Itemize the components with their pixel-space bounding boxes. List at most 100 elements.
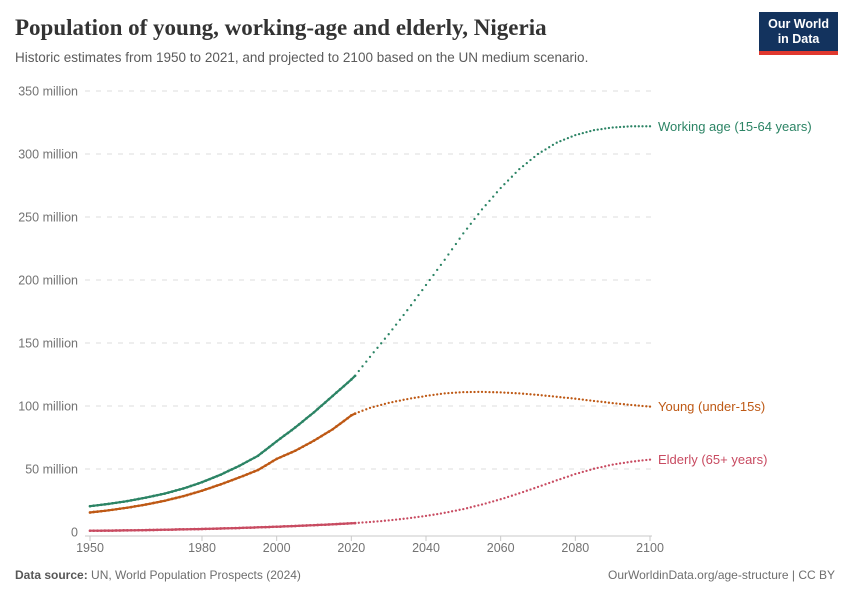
series-projection-dot-working-age-15-64-years [641,125,644,128]
series-historic-dot-elderly-65-years [178,528,181,531]
series-historic-dot-working-age-15-64-years [342,384,346,388]
series-historic-dot-elderly-65-years [111,529,114,532]
series-historic-dot-elderly-65-years [267,525,271,529]
series-projection-dot-working-age-15-64-years [406,309,409,312]
series-historic-dot-elderly-65-years [245,526,249,530]
series-projection-dot-working-age-15-64-years [409,304,413,307]
series-historic-dot-young-under-15s [181,494,185,498]
series-historic-dot-working-age-15-64-years [267,445,271,449]
series-projection-dot-young-under-15s [622,403,626,406]
series-projection-dot-working-age-15-64-years [473,217,476,221]
series-historic-dot-young-under-15s [286,452,290,456]
series-historic-dot-young-under-15s [323,432,327,436]
series-historic-dot-working-age-15-64-years [185,485,189,489]
series-projection-dot-working-age-15-64-years [622,125,626,128]
series-projection-dot-elderly-65-years [562,476,566,479]
series-historic-dot-young-under-15s [170,497,174,501]
series-historic-dot-elderly-65-years [140,528,144,532]
series-historic-dot-elderly-65-years [152,528,155,532]
series-projection-dot-working-age-15-64-years [421,288,424,292]
series-historic-dot-working-age-15-64-years [338,388,342,391]
series-projection-dot-working-age-15-64-years [574,133,577,137]
series-projection-dot-young-under-15s [484,390,487,394]
series-projection-dot-working-age-15-64-years [365,360,368,363]
series-historic-dot-elderly-65-years [219,527,223,530]
series-projection-dot-working-age-15-64-years [439,263,443,267]
series-projection-dot-working-age-15-64-years [499,186,502,190]
series-projection-dot-working-age-15-64-years [645,125,648,128]
series-projection-dot-elderly-65-years [648,458,652,461]
series-historic-dot-working-age-15-64-years [312,410,316,414]
series-historic-dot-elderly-65-years [133,528,137,532]
series-projection-dot-elderly-65-years [387,519,390,522]
data-source-label: Data source: [15,568,88,582]
series-projection-dot-young-under-15s [600,400,603,403]
series-projection-dot-young-under-15s [581,398,584,401]
series-historic-dot-working-age-15-64-years [129,499,133,502]
series-projection-dot-working-age-15-64-years [577,132,581,136]
series-historic-dot-working-age-15-64-years [260,451,264,455]
series-projection-dot-elderly-65-years [454,509,458,512]
series-projection-dot-working-age-15-64-years [633,125,637,128]
y-axis-tick-label: 150 million [18,336,78,350]
series-projection-dot-young-under-15s [648,405,652,408]
series-projection-dot-young-under-15s [383,402,387,406]
series-historic-dot-working-age-15-64-years [234,466,237,469]
series-projection-dot-young-under-15s [480,390,484,394]
series-projection-dot-elderly-65-years [600,465,603,469]
data-source-text: UN, World Population Prospects (2024) [87,568,301,582]
series-historic-dot-elderly-65-years [331,522,335,526]
series-historic-dot-working-age-15-64-years [223,471,226,475]
series-historic-dot-elderly-65-years [226,526,230,530]
series-projection-dot-elderly-65-years [518,492,521,495]
owid-logo[interactable]: Our World in Data [759,12,838,55]
series-historic-dot-elderly-65-years [215,527,219,530]
y-axis-tick-label: 350 million [18,84,78,98]
series-projection-dot-young-under-15s [544,394,547,397]
series-projection-dot-elderly-65-years [529,488,532,491]
series-projection-dot-young-under-15s [589,399,592,402]
series-historic-dot-young-under-15s [133,505,137,508]
series-historic-dot-young-under-15s [125,506,129,510]
series-historic-dot-working-age-15-64-years [170,490,174,493]
y-axis-tick-label: 50 million [25,462,78,476]
series-projection-dot-young-under-15s [551,395,555,398]
series-historic-dot-working-age-15-64-years [96,503,99,507]
series-projection-dot-young-under-15s [406,397,409,401]
series-historic-dot-elderly-65-years [305,524,308,527]
series-projection-dot-working-age-15-64-years [477,213,480,216]
series-historic-dot-young-under-15s [103,509,107,513]
series-historic-dot-working-age-15-64-years [226,469,230,473]
chart-header: Population of young, working-age and eld… [15,14,755,66]
series-historic-dot-elderly-65-years [181,528,185,531]
series-projection-dot-young-under-15s [447,391,450,395]
series-historic-dot-working-age-15-64-years [346,381,349,385]
series-projection-dot-working-age-15-64-years [484,204,487,207]
series-historic-dot-elderly-65-years [223,527,226,530]
series-projection-dot-young-under-15s [488,390,491,394]
series-projection-dot-working-age-15-64-years [450,248,454,251]
series-label-young-under-15s: Young (under-15s) [658,399,765,414]
series-projection-dot-elderly-65-years [645,458,648,462]
series-historic-dot-elderly-65-years [159,528,163,532]
x-axis-tick-label: 2100 [636,541,664,555]
series-projection-dot-young-under-15s [585,398,588,402]
series-historic-dot-young-under-15s [114,507,118,511]
series-projection-dot-working-age-15-64-years [607,126,611,130]
series-historic-dot-elderly-65-years [107,529,111,532]
series-projection-dot-elderly-65-years [372,520,375,523]
series-historic-dot-working-age-15-64-years [237,464,241,468]
series-projection-dot-young-under-15s [473,390,476,394]
series-projection-dot-young-under-15s [495,391,499,394]
series-projection-dot-young-under-15s [402,398,405,401]
series-projection-dot-young-under-15s [365,408,368,411]
series-projection-dot-elderly-65-years [499,498,502,501]
series-projection-dot-elderly-65-years [581,470,584,474]
series-projection-dot-working-age-15-64-years [521,164,525,168]
data-source: Data source: UN, World Population Prospe… [15,568,301,582]
series-projection-dot-working-age-15-64-years [626,125,629,128]
series-projection-dot-working-age-15-64-years [529,158,532,162]
series-projection-dot-working-age-15-64-years [372,351,375,354]
series-projection-dot-young-under-15s [458,391,461,394]
series-historic-dot-elderly-65-years [234,526,237,530]
